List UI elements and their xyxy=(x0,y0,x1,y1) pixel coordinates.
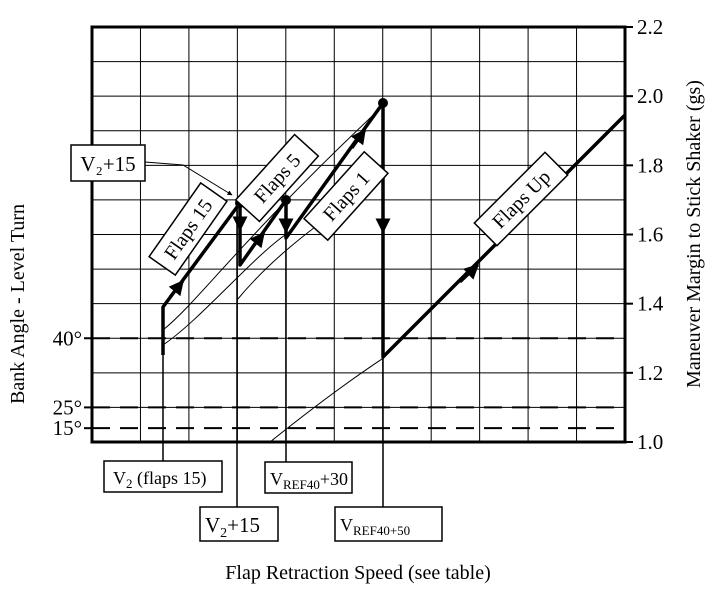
flaps15-envelope-curve xyxy=(162,103,386,331)
flapsup-envelope-curve xyxy=(269,356,386,443)
vref30-dot xyxy=(281,195,291,205)
right-axis-tick-label: 1.6 xyxy=(637,223,663,247)
bank-angle-tick-label: 25° xyxy=(53,395,82,419)
flaps5-envelope-curve xyxy=(162,234,286,346)
curve-labels: Flaps 15 Flaps 5 Flaps 1 Flaps Up xyxy=(148,133,569,277)
right-axis-tick-label: 1.8 xyxy=(637,153,663,177)
right-axis-tick-label: 2.2 xyxy=(637,15,663,39)
right-axis-tick-label: 1.2 xyxy=(637,361,663,385)
right-axis-tick-label: 2.0 xyxy=(637,84,663,108)
bank-angle-lines xyxy=(92,337,625,430)
v2-plus15-box: V2+15 xyxy=(199,506,279,542)
v2-flaps15-label: V2 (flaps 15) xyxy=(103,460,223,493)
v2-plus15-callout: V₂+15 xyxy=(70,144,233,196)
v2-plus15-callout-text: V₂+15 xyxy=(80,152,135,176)
right-axis-ticks: 1.0 1.2 1.4 1.6 1.8 2.0 2.2 xyxy=(625,15,664,454)
speed-labels: V2 (flaps 15) V2+15 VREF40+30 VREF40+50 xyxy=(103,460,443,542)
speed-leaders xyxy=(162,210,384,508)
flapsup-arrow xyxy=(458,263,480,284)
flapsup-label: Flaps Up xyxy=(473,151,569,247)
right-axis-tick-label: 1.0 xyxy=(637,430,663,454)
vref50-box: VREF40+50 xyxy=(334,506,443,542)
flaps15-arrow xyxy=(168,279,185,298)
bank-angle-tick-label: 40° xyxy=(53,326,82,350)
vref50-dot xyxy=(378,98,388,108)
right-axis-tick-label: 1.4 xyxy=(637,292,664,316)
envelope-curves xyxy=(162,103,386,443)
flaps1-arrow xyxy=(350,128,367,149)
left-axis-label: Bank Angle - Level Turn xyxy=(7,204,29,404)
bank-angle-ticks: 40° 25°15° xyxy=(53,326,92,440)
right-axis-label: Maneuver Margin to Stick Shaker (gs) xyxy=(683,80,705,388)
schedule-path xyxy=(161,101,627,359)
bank-angle-tick-label: 15° xyxy=(53,416,82,440)
flaps15-segment xyxy=(161,201,242,355)
flaps5-arrow xyxy=(249,231,266,249)
path-arrows xyxy=(168,128,480,298)
x-axis-label: Flap Retraction Speed (see table) xyxy=(225,562,490,584)
svg-text:V2+15: V2+15 xyxy=(205,513,260,541)
flaps15-label: Flaps 15 xyxy=(148,181,228,277)
svg-text:V2 (flaps 15): V2 (flaps 15) xyxy=(113,468,206,491)
vref30-box: VREF40+30 xyxy=(264,461,353,494)
